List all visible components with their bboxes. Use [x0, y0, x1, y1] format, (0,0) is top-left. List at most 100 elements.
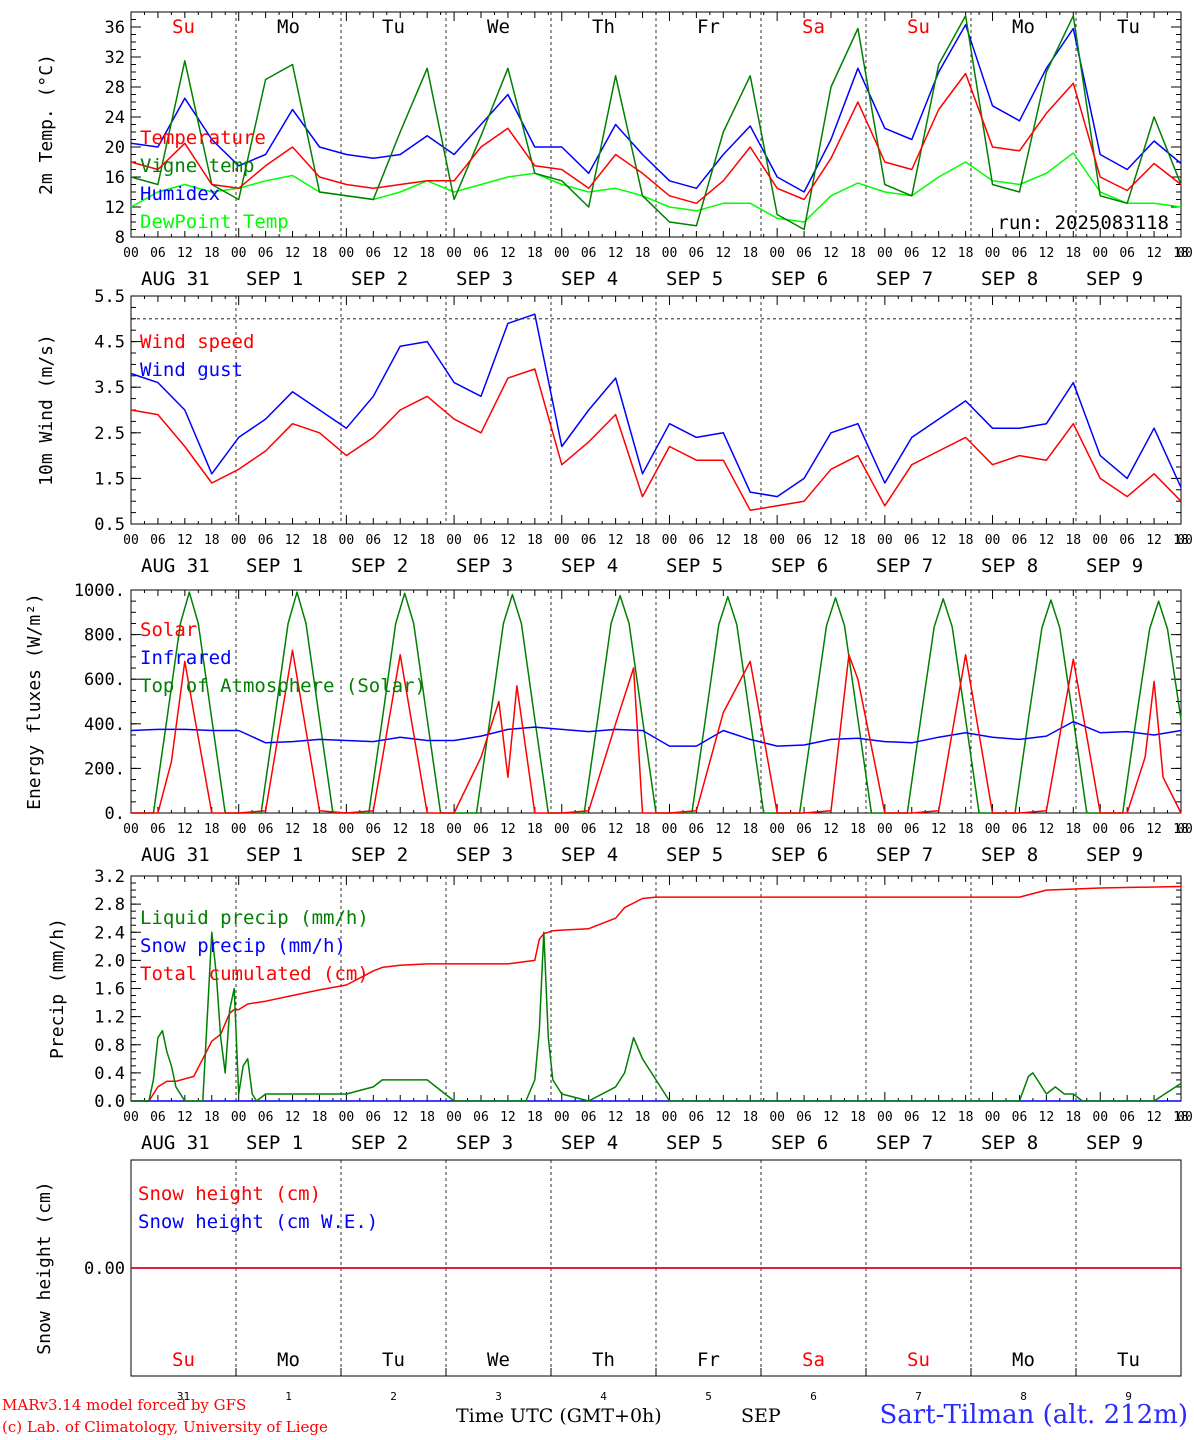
hour-label: 18 [419, 822, 435, 837]
hour-label: 18 [204, 533, 220, 548]
hour-label: 06 [689, 1110, 705, 1125]
hour-label: 18 [958, 822, 974, 837]
hour-label: 06 [1012, 1110, 1028, 1125]
hour-label: 18 [742, 822, 758, 837]
day-number: 31 [177, 1390, 190, 1403]
y-tick-label: 36 [105, 18, 125, 38]
hour-label: 00 [446, 246, 462, 261]
station-name: Sart-Tilman (alt. 212m) [879, 1400, 1188, 1430]
day-name: Mo [277, 16, 300, 38]
date-label: SEP 1 [246, 555, 303, 577]
y-tick-label: 1.6 [94, 980, 125, 1000]
hour-label: 06 [904, 246, 920, 261]
date-label: SEP 9 [1086, 1132, 1143, 1154]
panel-2: 00 06 12 18 00 06 12 18 00 06 12 18 00 06 12 18 00 06 12 18… [36, 287, 1193, 577]
hour-label: 12 [177, 533, 193, 548]
date-label: SEP 9 [1086, 555, 1143, 577]
hour-label: 12 [177, 1110, 193, 1125]
hour-label: 12 [608, 822, 624, 837]
hour-label: 06 [1012, 822, 1028, 837]
y-tick-label: 16 [105, 168, 125, 188]
date-label: SEP 5 [666, 1132, 723, 1154]
hour-label: 06 [904, 822, 920, 837]
hour-label: 18 [419, 1110, 435, 1125]
hour-label: 06 [150, 246, 166, 261]
hour-label: 18 [527, 1110, 543, 1125]
hour-label: 12 [285, 822, 301, 837]
hour-label: 18 [1173, 822, 1189, 837]
hour-label: 00 [769, 1110, 785, 1125]
hour-label: 06 [796, 533, 812, 548]
y-tick-label: 0.0 [94, 1092, 125, 1112]
hour-label: 18 [204, 246, 220, 261]
hour-label: 18 [850, 822, 866, 837]
hour-label: 18 [742, 246, 758, 261]
series-line [131, 931, 1182, 1102]
y-tick-label: 32 [105, 48, 125, 68]
day-name: Sa [802, 1349, 825, 1371]
hour-label: 00 [662, 822, 678, 837]
date-label: SEP 8 [981, 1132, 1038, 1154]
hour-label: 06 [796, 1110, 812, 1125]
hour-label: 00 [662, 1110, 678, 1125]
day-number: 6 [810, 1390, 817, 1403]
hour-label: 18 [742, 1110, 758, 1125]
y-axis-label: 2m Temp. (°C) [36, 54, 57, 195]
date-label: AUG 31 [141, 555, 210, 577]
y-tick-label: 5.5 [94, 287, 125, 307]
hour-label: 00 [554, 1110, 570, 1125]
hour-label: 12 [1039, 533, 1055, 548]
hour-label: 00 [1177, 1110, 1193, 1125]
legend-entry: Humidex [140, 183, 220, 205]
hour-label: 12 [931, 246, 947, 261]
panel-5: 31 1 2 3 4 5 6 7 8 9 0.00 Snow height (cm) Snow heig… [34, 1159, 1182, 1403]
hour-label: 18 [419, 533, 435, 548]
hour-label: 00 [231, 822, 247, 837]
hour-label: 00 [123, 533, 139, 548]
day-number: 5 [705, 1390, 712, 1403]
hour-label: 06 [904, 533, 920, 548]
y-axis-label: Energy fluxes (W/m²) [24, 593, 45, 810]
date-label: SEP 3 [456, 268, 513, 290]
hour-label: 06 [473, 533, 489, 548]
hour-label: 12 [931, 822, 947, 837]
hour-label: 00 [877, 533, 893, 548]
date-label: SEP 6 [771, 555, 828, 577]
hour-label: 12 [500, 533, 516, 548]
y-tick-label: 4.5 [94, 333, 125, 353]
hour-label: 00 [1092, 246, 1108, 261]
day-name: Mo [1012, 1349, 1035, 1371]
date-label: SEP 3 [456, 555, 513, 577]
series-line [131, 649, 1182, 814]
y-tick-label: 12 [105, 198, 125, 218]
hour-label: 12 [931, 1110, 947, 1125]
hour-label: 00 [446, 1110, 462, 1125]
date-label: SEP 4 [561, 1132, 618, 1154]
day-number: 7 [915, 1390, 922, 1403]
date-label: SEP 9 [1086, 844, 1143, 866]
hour-label: 00 [985, 822, 1001, 837]
hour-label: 06 [1012, 246, 1028, 261]
hour-label: 18 [419, 246, 435, 261]
date-label: AUG 31 [141, 268, 210, 290]
date-label: SEP 3 [456, 1132, 513, 1154]
hour-label: 18 [1173, 533, 1189, 548]
date-label: SEP 5 [666, 555, 723, 577]
day-number: 3 [495, 1390, 502, 1403]
date-label: SEP 7 [876, 844, 933, 866]
day-name: Fr [697, 1349, 720, 1371]
hour-label: 12 [715, 533, 731, 548]
hour-label: 06 [150, 1110, 166, 1125]
hour-label: 00 [554, 246, 570, 261]
day-name: Su [172, 16, 195, 38]
hour-label: 00 [446, 822, 462, 837]
day-name: Sa [802, 16, 825, 38]
date-label: SEP 6 [771, 268, 828, 290]
day-name: Tu [1117, 16, 1140, 38]
hour-label: 00 [1092, 533, 1108, 548]
legend-entry: Solar [140, 619, 197, 641]
lab-credit: (c) Lab. of Climatology, University of L… [2, 1418, 328, 1436]
y-tick-label: 1.2 [94, 1008, 125, 1028]
hour-label: 00 [662, 246, 678, 261]
date-label: SEP 3 [456, 844, 513, 866]
